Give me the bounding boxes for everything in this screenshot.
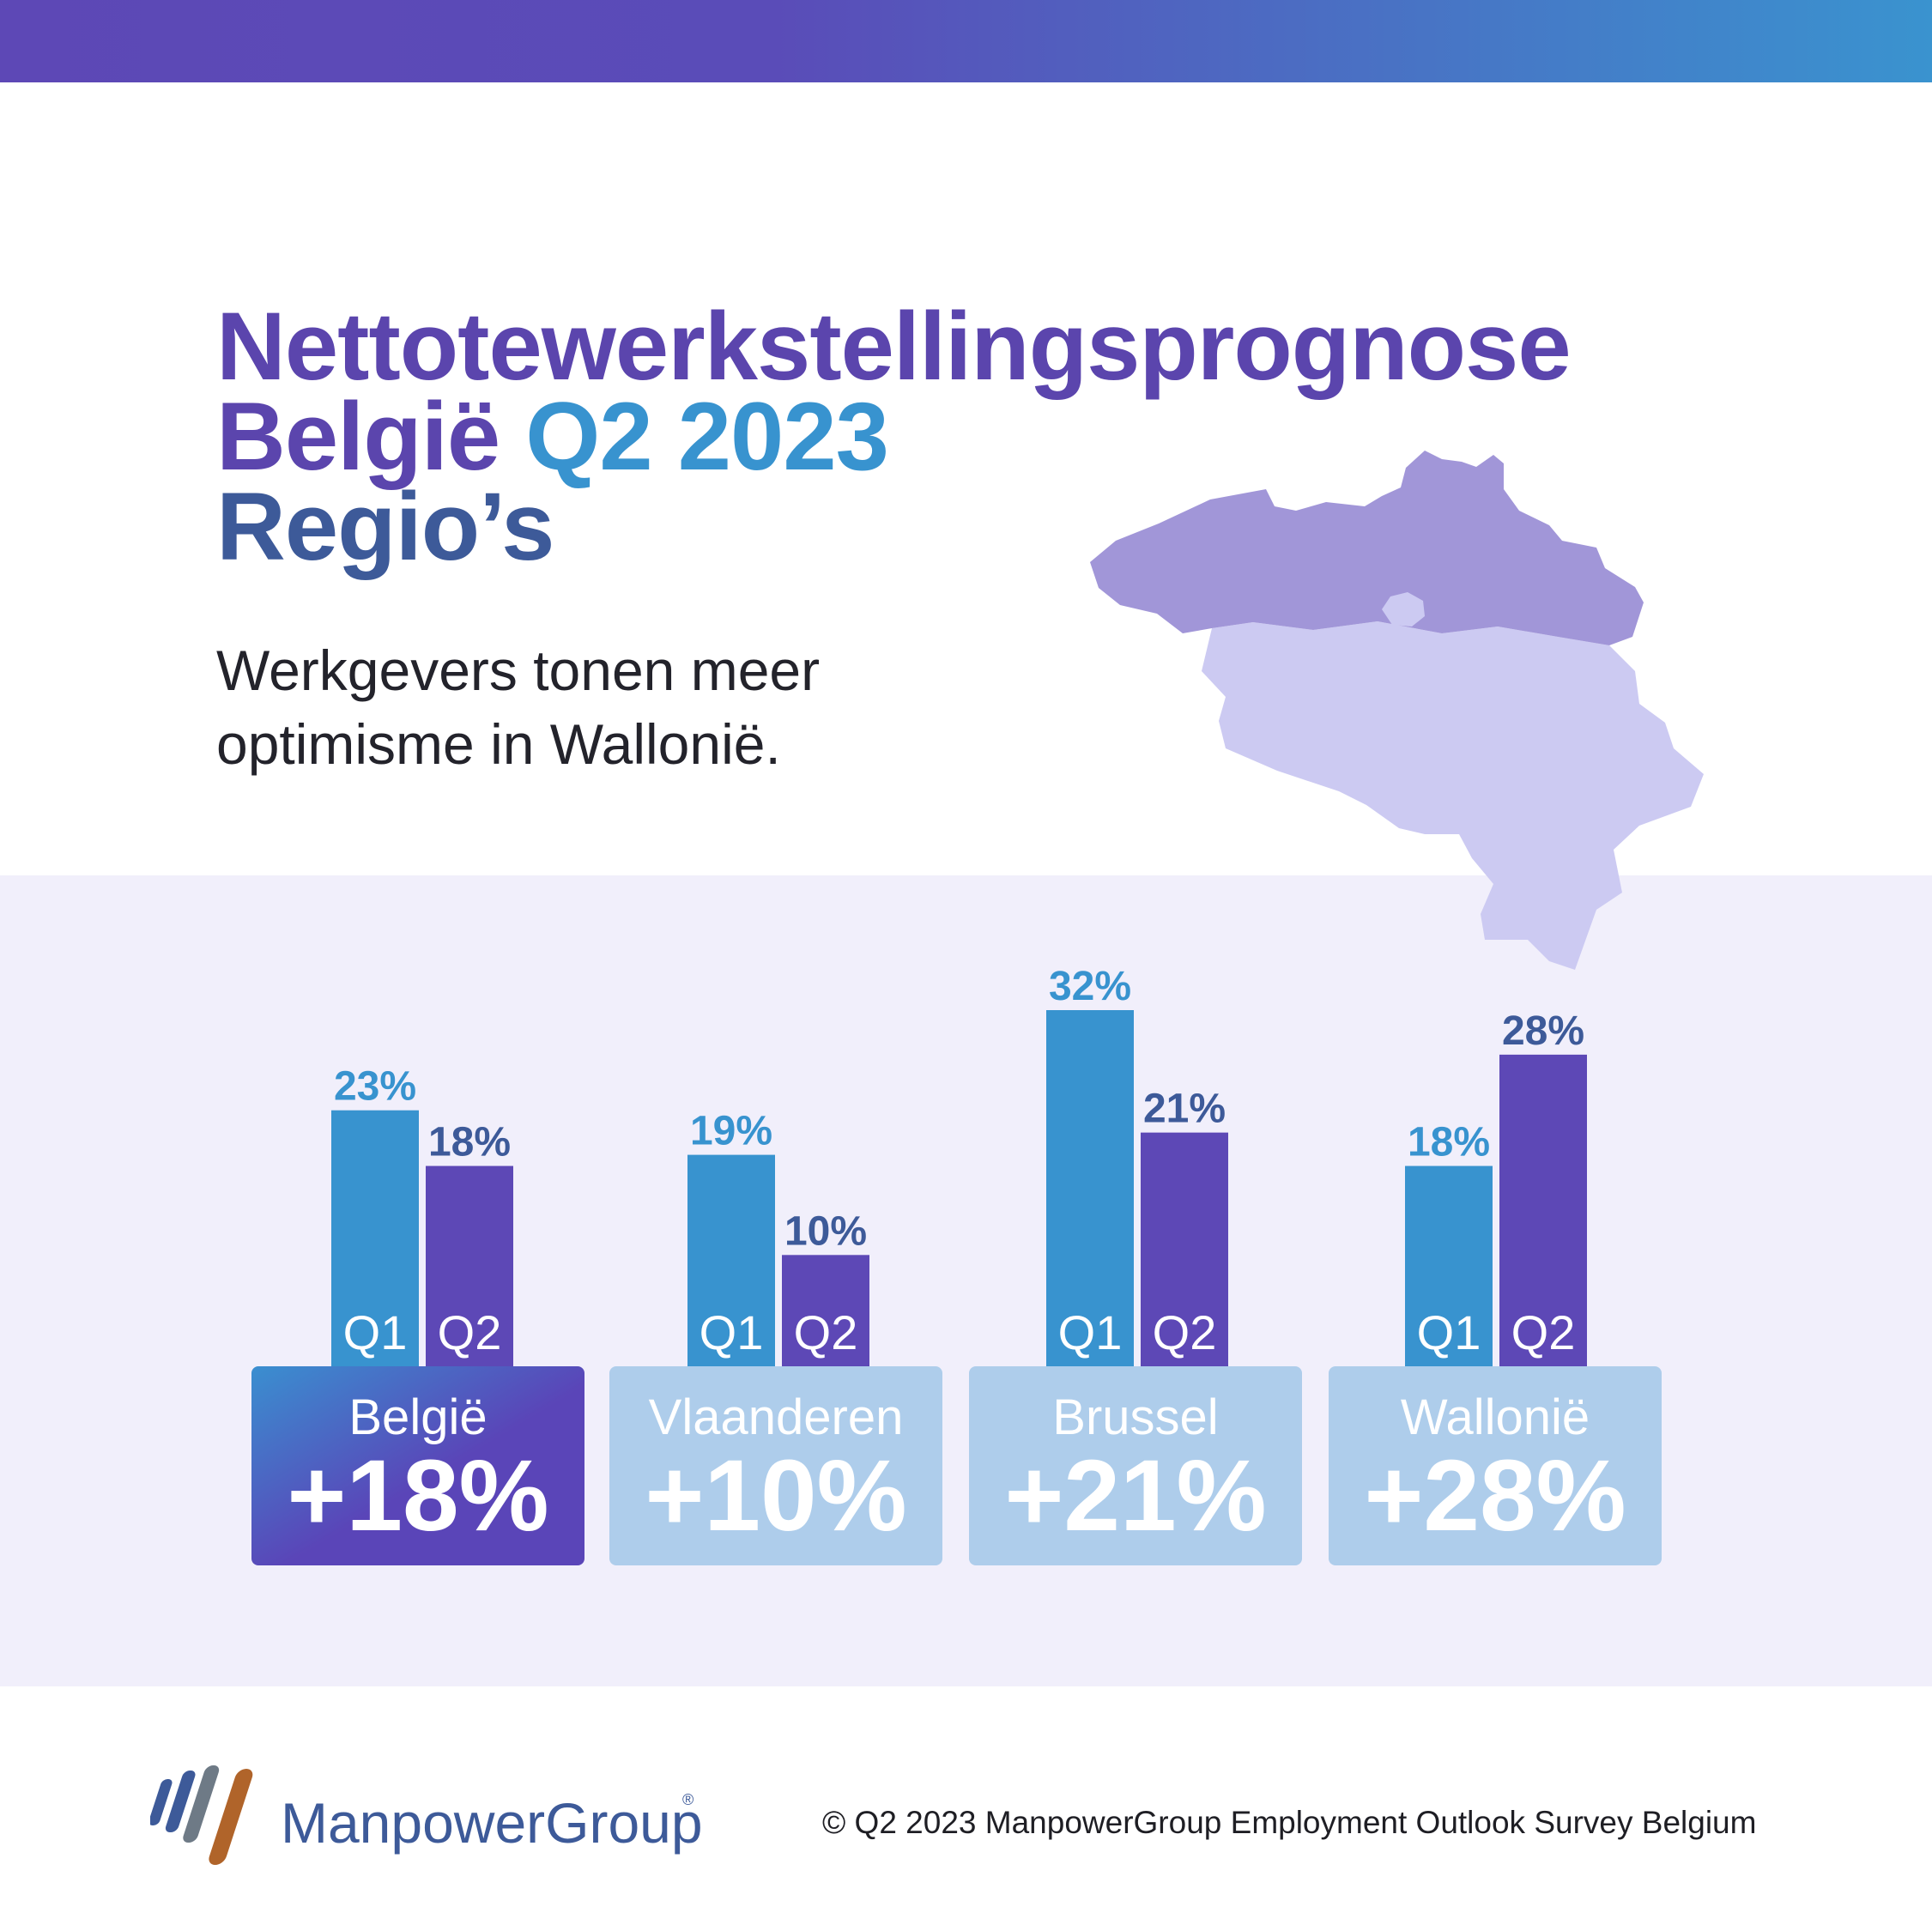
- bar-q2-vlaanderen: [782, 1255, 869, 1366]
- logo-stripe-4: [209, 1769, 253, 1865]
- bar-q2-belgi: [426, 1165, 513, 1366]
- bar-q2-brussel: [1141, 1132, 1228, 1366]
- bar-q1-walloni: [1405, 1165, 1493, 1366]
- category-box-walloni: [1329, 1366, 1662, 1565]
- category-name-brussel: Brussel: [1052, 1389, 1218, 1445]
- bar-label-q1-brussel: Q1: [1058, 1305, 1123, 1359]
- data-label-q2-walloni: 28%: [1502, 1008, 1584, 1054]
- brand-name: ManpowerGroup: [281, 1791, 703, 1855]
- bar-q2-walloni: [1499, 1054, 1587, 1366]
- category-total-vlaanderen: +10%: [645, 1439, 906, 1553]
- headline-country: België: [216, 383, 500, 490]
- bar-label-q1-belgi: Q1: [343, 1305, 408, 1359]
- brand-registered-mark: ®: [682, 1791, 693, 1808]
- bar-q1-brussel: [1046, 1010, 1134, 1366]
- headline-line-3: Regio’s: [216, 473, 554, 580]
- category-total-walloni: +28%: [1364, 1439, 1626, 1553]
- category-name-walloni: Wallonië: [1401, 1389, 1590, 1445]
- headline: Nettotewerkstellingsprognose België Q2 2…: [216, 293, 1572, 580]
- category-name-belgi: België: [348, 1389, 487, 1445]
- headline-line-1: Nettotewerkstellingsprognose: [216, 293, 1572, 400]
- category-total-brussel: +21%: [1004, 1439, 1266, 1553]
- logo-stripe-2: [165, 1771, 196, 1832]
- manpowergroup-logo: ManpowerGroup ®: [150, 1765, 703, 1865]
- category-box-brussel: [969, 1366, 1302, 1565]
- bar-q1-belgi: [331, 1110, 419, 1366]
- belgium-map-icon: [1090, 451, 1704, 970]
- headline-period: Q2 2023: [525, 383, 889, 490]
- data-label-q1-belgi: 23%: [334, 1064, 416, 1110]
- map-south-region: [1202, 621, 1704, 970]
- bar-label-q1-walloni: Q1: [1417, 1305, 1481, 1359]
- bar-label-q2-vlaanderen: Q2: [794, 1305, 858, 1359]
- data-label-q2-belgi: 18%: [428, 1120, 511, 1165]
- top-gradient-bar: [0, 0, 1932, 82]
- logo-stripe-3: [183, 1765, 220, 1843]
- category-name-vlaanderen: Vlaanderen: [649, 1389, 904, 1445]
- logo-stripe-1: [150, 1779, 173, 1825]
- subtitle-line-2: optimisme in Wallonië.: [216, 712, 781, 776]
- map-brussels-region: [1382, 592, 1425, 627]
- bar-label-q1-vlaanderen: Q1: [700, 1305, 764, 1359]
- data-label-q1-vlaanderen: 19%: [690, 1109, 772, 1154]
- bar-label-q2-brussel: Q2: [1153, 1305, 1217, 1359]
- bar-label-q2-walloni: Q2: [1511, 1305, 1576, 1359]
- bar-label-q2-belgi: Q2: [438, 1305, 502, 1359]
- category-total-belgi: +18%: [287, 1439, 548, 1553]
- data-label-q2-brussel: 21%: [1143, 1087, 1226, 1132]
- category-box-vlaanderen: [609, 1366, 942, 1565]
- footer-copyright: © Q2 2023 ManpowerGroup Employment Outlo…: [822, 1805, 1757, 1840]
- data-label-q1-brussel: 32%: [1049, 964, 1131, 1009]
- subtitle-line-1: Werkgevers tonen meer: [216, 639, 821, 702]
- category-box-belgi: [251, 1366, 584, 1565]
- data-label-q2-vlaanderen: 10%: [784, 1208, 867, 1254]
- subtitle: Werkgevers tonen meer optimisme in Wallo…: [216, 633, 989, 781]
- map-north-region: [1090, 451, 1644, 645]
- data-label-q1-walloni: 18%: [1408, 1120, 1490, 1165]
- bar-q1-vlaanderen: [687, 1154, 775, 1366]
- headline-line-2: België Q2 2023: [216, 389, 1571, 485]
